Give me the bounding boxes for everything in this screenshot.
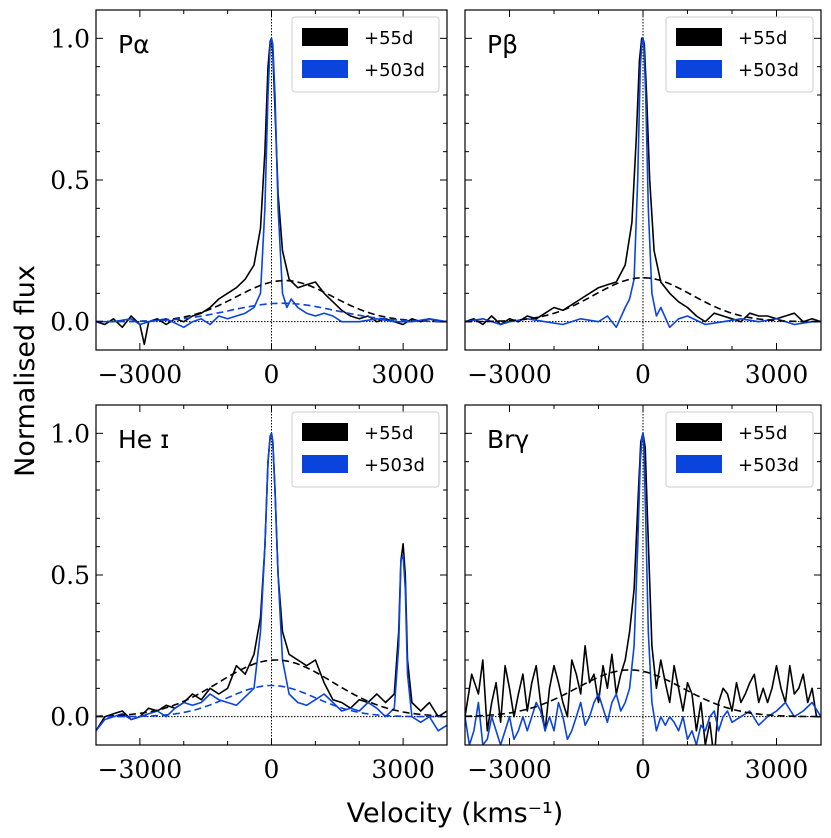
legend-swatch: [302, 455, 348, 473]
series-line-2: [96, 432, 447, 732]
panel-1: −3000 0 3000 0.0 0.5 1.0 Pα +55d +503d: [50, 9, 448, 389]
legend-swatch: [676, 423, 722, 441]
x-tick-label: −3000: [467, 755, 552, 784]
legend-swatch: [676, 28, 722, 46]
panel-3: −3000 0 3000 0.0 0.5 1.0 He ɪ +55d +503d: [50, 404, 448, 784]
legend-label: +55d: [738, 423, 787, 444]
legend-swatch: [676, 455, 722, 473]
legend-label: +503d: [364, 60, 425, 81]
plot-area: [465, 37, 821, 329]
y-tick-label: 0.5: [50, 561, 90, 590]
panel-title: Pα: [118, 30, 150, 59]
panel-2: −3000 0 3000 Pβ +55d +503d: [464, 9, 822, 389]
series-line-2: [465, 432, 821, 745]
plot-area: [465, 432, 821, 745]
x-tick-label: −3000: [467, 360, 552, 389]
x-tick-label: 3000: [745, 360, 809, 389]
series-line-4: [96, 302, 447, 323]
x-tick-label: −3000: [98, 755, 183, 784]
series-line-2: [96, 37, 447, 329]
x-tick-label: 0: [635, 360, 651, 389]
x-tick-label: 0: [635, 755, 651, 784]
panel-4: −3000 0 3000 Brγ +55d +503d: [464, 404, 822, 784]
plot-area: [96, 432, 447, 732]
legend-label: +503d: [364, 455, 425, 476]
legend-swatch: [676, 60, 722, 78]
x-tick-label: 0: [264, 360, 280, 389]
legend-swatch: [302, 423, 348, 441]
legend-label: +503d: [738, 60, 799, 81]
legend-label: +55d: [364, 423, 413, 444]
series-line-3: [96, 659, 447, 718]
y-axis-label: Normalised flux: [10, 265, 41, 477]
y-tick-label: 1.0: [50, 419, 90, 448]
panel-title: Pβ: [487, 30, 518, 59]
panel-title: Brγ: [487, 425, 529, 454]
x-tick-label: 3000: [745, 755, 809, 784]
y-tick-label: 0.0: [50, 308, 90, 337]
y-tick-label: 0.0: [50, 703, 90, 732]
series-line-2: [465, 37, 821, 329]
legend-label: +55d: [738, 28, 787, 49]
x-tick-label: 0: [264, 755, 280, 784]
series-line-4: [96, 684, 447, 718]
plot-area: [96, 37, 447, 346]
legend-swatch: [302, 60, 348, 78]
legend-swatch: [302, 28, 348, 46]
x-axis-label: Velocity (kms⁻¹): [347, 798, 564, 829]
legend-label: +503d: [738, 455, 799, 476]
y-tick-label: 1.0: [50, 24, 90, 53]
series-line-3: [465, 277, 821, 323]
panel-title: He ɪ: [118, 425, 169, 454]
x-tick-label: 3000: [371, 360, 435, 389]
y-tick-label: 0.5: [50, 166, 90, 195]
legend-label: +55d: [364, 28, 413, 49]
series-line-3: [465, 669, 821, 718]
x-tick-label: 3000: [371, 755, 435, 784]
x-tick-label: −3000: [98, 360, 183, 389]
